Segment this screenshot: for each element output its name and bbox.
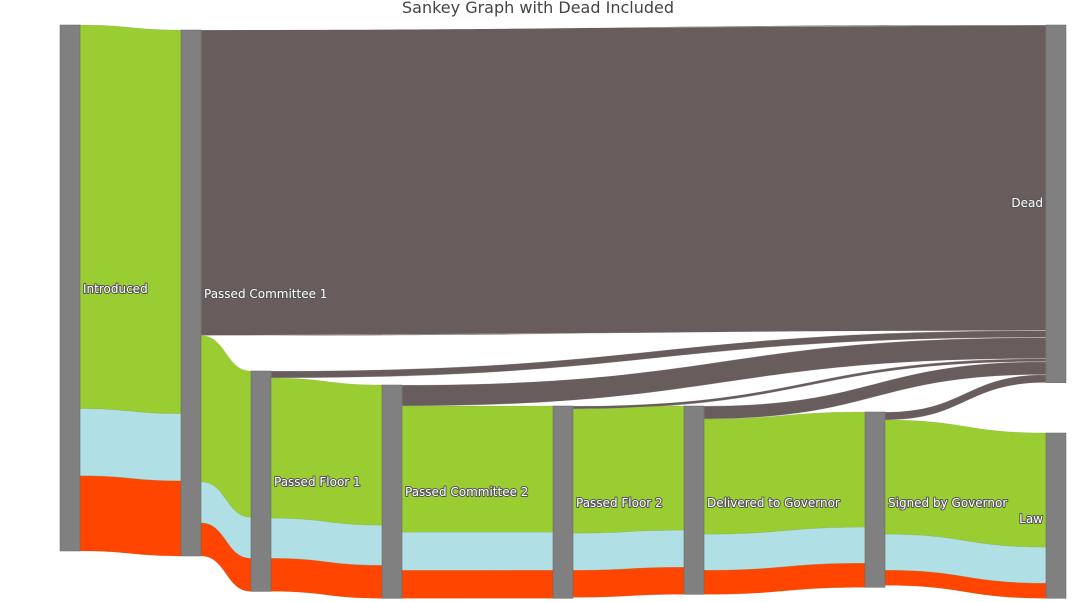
node-label-floor1: Passed Floor 1 [274,475,361,489]
node-introduced [59,24,81,552]
node-governor_signed [864,411,886,588]
node-committee2 [381,384,403,599]
link-floor2-to-governor_delivered-red [572,567,685,598]
node-label-governor_signed: Signed by Governor [888,496,1007,510]
links-layer [79,24,1047,599]
link-committee2-to-floor2-blue [401,532,554,571]
node-label-governor_delivered: Delivered to Governor [707,496,840,510]
link-governor_signed-to-law-green [884,419,1047,548]
link-committee1-to-dead-dead [200,24,1047,336]
node-label-committee2: Passed Committee 2 [405,485,528,499]
node-floor1 [250,370,272,592]
node-label-law: Law [1019,512,1043,526]
node-label-dead: Dead [1011,196,1043,210]
nodes-layer [59,24,1067,599]
node-label-floor2: Passed Floor 2 [576,496,663,510]
node-governor_delivered [683,405,705,595]
link-floor1-to-committee2-green [270,377,383,526]
chart-title: Sankey Graph with Dead Included [402,0,674,17]
labels-layer: Introduced Passed Committee 1 Passed Floor… [82,195,1044,527]
link-governor_delivered-to-governor_signed-green [703,411,866,535]
node-floor2 [552,405,574,599]
node-law [1045,432,1067,599]
link-floor2-to-governor_delivered-green [572,405,685,534]
link-committee2-to-floor2-red [401,570,554,599]
node-label-introduced: Introduced [83,282,148,296]
link-floor2-to-governor_delivered-blue [572,530,685,571]
node-dead [1045,24,1067,383]
link-floor1-to-committee2-blue [270,518,383,566]
link-introduced-to-committee1-red [79,475,182,557]
link-introduced-to-committee1-green [79,24,182,414]
link-committee2-to-floor2-green [401,405,554,533]
node-committee1 [180,29,202,557]
node-label-committee1: Passed Committee 1 [204,287,327,301]
link-introduced-to-committee1-blue [79,408,182,481]
